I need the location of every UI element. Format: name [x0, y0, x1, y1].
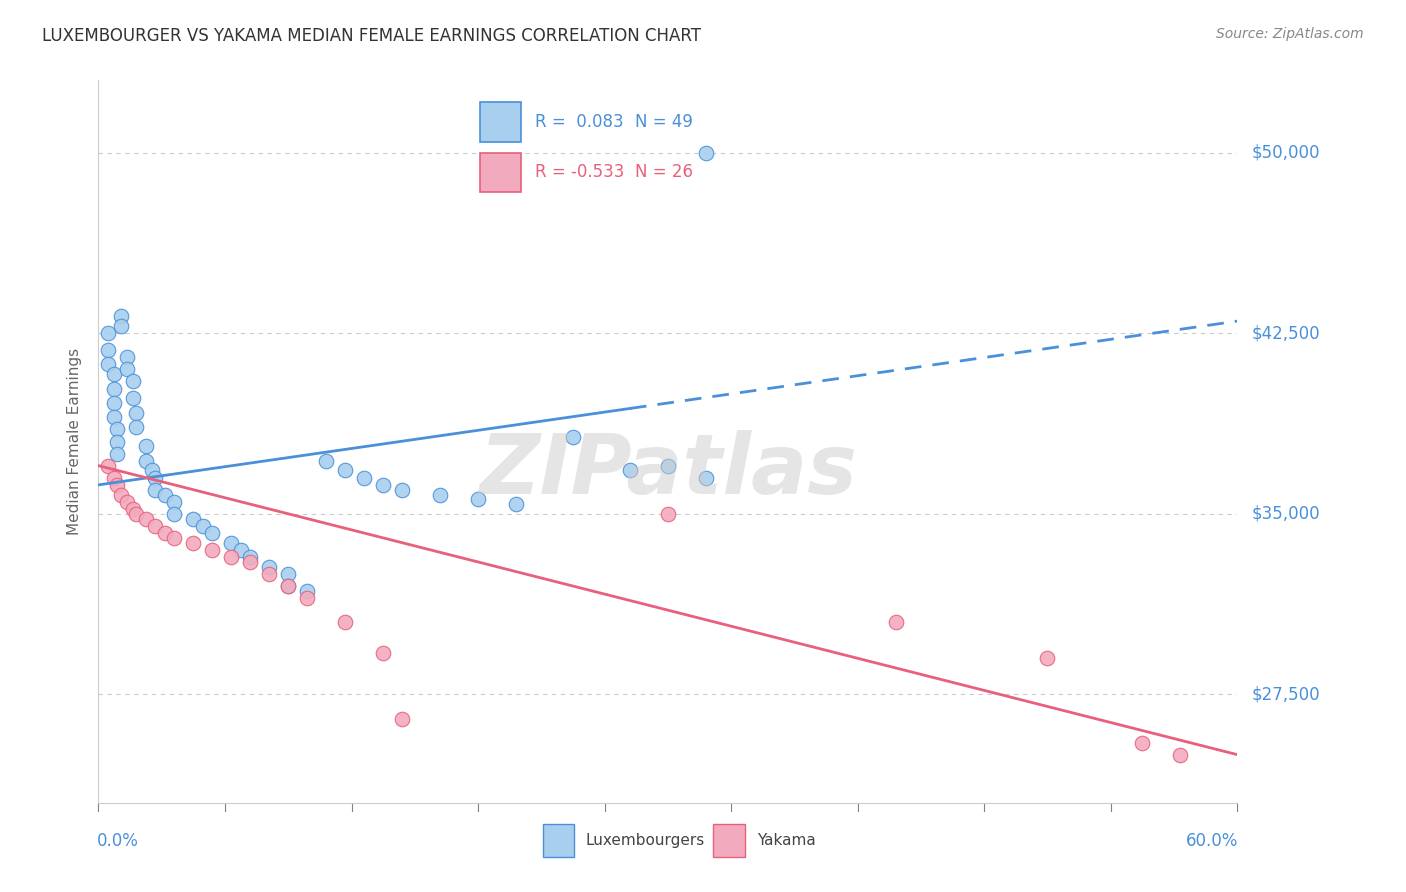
Text: N = 49: N = 49 [636, 112, 693, 131]
Point [163, 507, 186, 521]
Point [353, 471, 375, 485]
Text: LUXEMBOURGER VS YAKAMA MEDIAN FEMALE EARNINGS CORRELATION CHART: LUXEMBOURGER VS YAKAMA MEDIAN FEMALE EAR… [42, 27, 702, 45]
Point [103, 396, 125, 410]
Point [884, 615, 907, 630]
Point [97, 343, 120, 357]
Point [183, 535, 205, 549]
Y-axis label: Median Female Earnings: Median Female Earnings [67, 348, 83, 535]
Point [191, 519, 214, 533]
Point [153, 526, 176, 541]
Point [121, 502, 143, 516]
Point [107, 423, 129, 437]
Point [657, 458, 679, 473]
Text: R = -0.533: R = -0.533 [534, 163, 624, 181]
Point [115, 494, 138, 508]
Point [562, 430, 585, 444]
Point [115, 350, 138, 364]
Point [163, 531, 186, 545]
Text: ZIPatlas: ZIPatlas [479, 430, 856, 511]
Point [110, 487, 132, 501]
Text: 60.0%: 60.0% [1187, 831, 1239, 850]
Point [97, 358, 120, 372]
Point [391, 483, 413, 497]
Point [297, 583, 319, 598]
Point [259, 559, 281, 574]
Point [335, 463, 357, 477]
FancyBboxPatch shape [543, 824, 575, 857]
Point [107, 478, 129, 492]
Text: $42,500: $42,500 [1251, 324, 1320, 343]
Point [97, 458, 120, 473]
Point [135, 439, 157, 453]
Point [277, 579, 299, 593]
Text: Yakama: Yakama [756, 833, 815, 848]
Point [103, 471, 125, 485]
Point [239, 550, 262, 565]
FancyBboxPatch shape [713, 824, 745, 857]
Point [201, 542, 224, 557]
Point [125, 406, 148, 420]
FancyBboxPatch shape [479, 102, 522, 142]
Point [110, 318, 132, 333]
Text: Luxembourgers: Luxembourgers [586, 833, 704, 848]
Point [391, 712, 413, 726]
Point [297, 591, 319, 605]
Point [153, 487, 176, 501]
Point [239, 555, 262, 569]
FancyBboxPatch shape [479, 153, 522, 193]
Point [371, 478, 394, 492]
Text: $50,000: $50,000 [1251, 144, 1320, 161]
Point [695, 145, 717, 160]
Point [125, 507, 148, 521]
Point [315, 454, 337, 468]
Text: R =  0.083: R = 0.083 [534, 112, 623, 131]
Point [145, 471, 167, 485]
Point [657, 507, 679, 521]
Point [103, 367, 125, 381]
Point [201, 526, 224, 541]
Point [103, 410, 125, 425]
Point [1170, 747, 1192, 762]
Point [335, 615, 357, 630]
Point [371, 647, 394, 661]
Text: $27,500: $27,500 [1251, 685, 1320, 704]
Point [277, 579, 299, 593]
Point [259, 567, 281, 582]
Point [145, 519, 167, 533]
Point [107, 446, 129, 460]
Point [183, 511, 205, 525]
Point [429, 487, 451, 501]
Point [103, 382, 125, 396]
Point [467, 492, 489, 507]
Point [277, 567, 299, 582]
Point [505, 497, 527, 511]
Point [163, 494, 186, 508]
Point [141, 463, 163, 477]
Text: Source: ZipAtlas.com: Source: ZipAtlas.com [1216, 27, 1364, 41]
Text: $35,000: $35,000 [1251, 505, 1320, 523]
Point [229, 542, 252, 557]
Point [97, 326, 120, 341]
Point [221, 535, 243, 549]
Point [115, 362, 138, 376]
Point [619, 463, 641, 477]
Point [135, 511, 157, 525]
Point [107, 434, 129, 449]
Point [695, 471, 717, 485]
Text: N = 26: N = 26 [636, 163, 693, 181]
Point [125, 420, 148, 434]
Point [221, 550, 243, 565]
Point [110, 310, 132, 324]
Text: 0.0%: 0.0% [97, 831, 139, 850]
Point [121, 375, 143, 389]
Point [121, 391, 143, 405]
Point [135, 454, 157, 468]
Point [1036, 651, 1059, 665]
Point [1132, 735, 1154, 749]
Point [145, 483, 167, 497]
